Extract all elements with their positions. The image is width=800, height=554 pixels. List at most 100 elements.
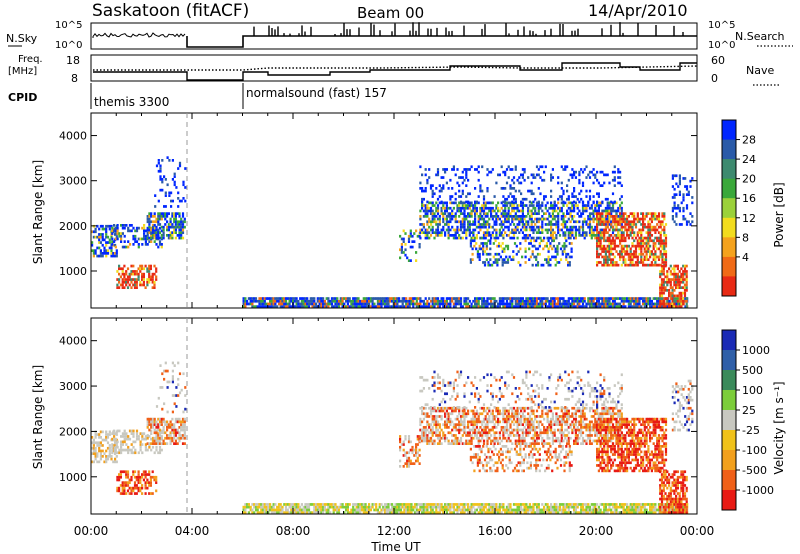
echo-cell <box>269 299 272 303</box>
echo-cell <box>402 251 405 254</box>
echo-cell <box>146 226 149 230</box>
echo-cell <box>171 426 174 429</box>
echo-cell <box>375 503 378 506</box>
echo-cell <box>302 297 305 300</box>
echo-cell <box>173 212 176 215</box>
echo-cell <box>474 212 477 215</box>
echo-cell <box>512 305 516 308</box>
echo-cell <box>91 460 94 464</box>
echo-cell <box>128 481 131 484</box>
echo-cell <box>535 263 538 267</box>
echo-cell <box>608 181 611 185</box>
echo-cell <box>613 220 616 224</box>
echo-cell <box>685 187 689 191</box>
echo-cell <box>518 220 521 224</box>
echo-cell <box>491 209 494 213</box>
echo-cell <box>500 297 503 300</box>
echo-cell <box>649 305 652 308</box>
echo-cell <box>613 176 616 179</box>
echo-cell <box>638 297 641 300</box>
echo-cell <box>458 204 461 207</box>
echo-cell <box>141 275 144 279</box>
echo-cell <box>691 177 694 180</box>
echo-cell <box>470 505 473 509</box>
echo-cell <box>482 206 486 210</box>
echo-cell <box>99 233 102 236</box>
echo-cell <box>573 200 576 204</box>
echo-cell <box>155 236 158 240</box>
echo-cell <box>456 231 459 234</box>
echo-cell <box>606 209 609 213</box>
echo-cell <box>436 231 440 234</box>
echo-cell <box>150 432 153 435</box>
echo-cell <box>680 280 683 284</box>
echo-cell <box>546 305 549 308</box>
echo-cell <box>253 297 256 300</box>
echo-cell <box>350 299 353 303</box>
echo-cell <box>166 215 169 218</box>
echo-cell <box>477 503 480 506</box>
echo-cell <box>675 294 678 298</box>
echo-cell <box>574 201 577 205</box>
echo-cell <box>461 181 464 185</box>
echo-cell <box>611 206 615 210</box>
echo-cell <box>360 505 364 509</box>
echo-cell <box>534 228 537 232</box>
echo-cell <box>91 249 94 252</box>
echo-cell <box>557 215 560 218</box>
echo-cell <box>501 242 504 245</box>
echo-cell <box>482 197 486 201</box>
echo-cell <box>132 440 135 444</box>
echo-cell <box>528 209 531 213</box>
echo-cell <box>146 434 149 437</box>
echo-cell <box>169 225 172 229</box>
echo-cell <box>604 212 607 215</box>
echo-cell <box>125 443 128 446</box>
echo-cell <box>574 297 577 300</box>
echo-cell <box>509 305 512 308</box>
echo-cell <box>626 297 629 300</box>
echo-cell <box>633 255 636 259</box>
echo-cell <box>341 503 344 506</box>
echo-cell <box>583 297 586 300</box>
echo-cell <box>256 503 259 506</box>
echo-cell <box>548 220 551 224</box>
echo-cell <box>452 168 455 171</box>
echo-cell <box>458 184 461 187</box>
echo-cell <box>662 299 665 303</box>
echo-cell <box>383 511 387 514</box>
echo-cell <box>256 305 259 308</box>
echo-cell <box>539 511 542 514</box>
echo-cell <box>348 297 351 300</box>
echo-cell <box>297 508 300 512</box>
echo-cell <box>470 508 473 512</box>
echo-cell <box>588 302 592 306</box>
echo-cell <box>346 508 349 512</box>
echo-cell <box>118 486 121 490</box>
echo-cell <box>509 212 512 215</box>
echo-cell <box>530 209 533 213</box>
echo-cell <box>394 508 397 512</box>
echo-cell <box>119 275 122 279</box>
echo-cell <box>546 228 549 232</box>
echo-cell <box>594 217 597 221</box>
echo-cell <box>178 199 182 203</box>
echo-cell <box>108 246 111 250</box>
echo-cell <box>120 440 123 444</box>
echo-cell <box>444 503 447 506</box>
echo-cell <box>676 294 679 298</box>
echo-cell <box>604 225 607 229</box>
echo-cell <box>438 305 441 308</box>
echo-cell <box>166 436 169 440</box>
echo-cell <box>599 297 602 300</box>
echo-cell <box>671 272 674 276</box>
echo-cell <box>654 258 657 261</box>
echo-cell <box>373 297 376 300</box>
echo-cell <box>451 195 454 198</box>
echo-cell <box>459 302 463 306</box>
echo-cell <box>94 455 97 458</box>
echo-cell <box>551 168 554 171</box>
echo-cell <box>403 305 406 308</box>
echo-cell <box>118 278 121 281</box>
